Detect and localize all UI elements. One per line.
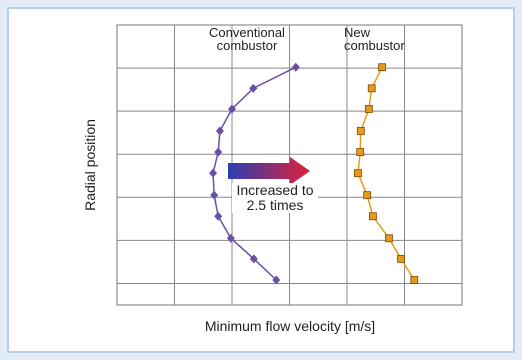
point — [291, 62, 300, 72]
point — [214, 211, 223, 221]
point — [410, 276, 419, 284]
x-axis-label: Minimum flow velocity [m/s] — [205, 318, 375, 334]
point — [354, 169, 362, 178]
point — [214, 147, 223, 157]
point — [210, 190, 219, 200]
point — [226, 233, 235, 243]
point — [356, 148, 365, 156]
arrow — [228, 157, 310, 185]
annotation: Increased to 2.5 times — [232, 183, 318, 213]
point — [363, 191, 372, 200]
point — [385, 234, 393, 243]
point — [249, 254, 258, 264]
point — [378, 63, 386, 72]
point — [215, 126, 224, 136]
series-label: New combustor — [344, 25, 405, 53]
point — [249, 83, 258, 93]
series-label: Conventional combustor — [209, 25, 285, 53]
point — [272, 275, 281, 285]
point — [356, 127, 365, 135]
y-axis-label: Radial position — [82, 119, 98, 211]
point — [364, 105, 373, 113]
point — [209, 168, 218, 178]
panel — [7, 7, 515, 353]
point — [228, 104, 236, 114]
point — [397, 255, 405, 263]
point — [368, 212, 377, 221]
point — [367, 84, 376, 93]
